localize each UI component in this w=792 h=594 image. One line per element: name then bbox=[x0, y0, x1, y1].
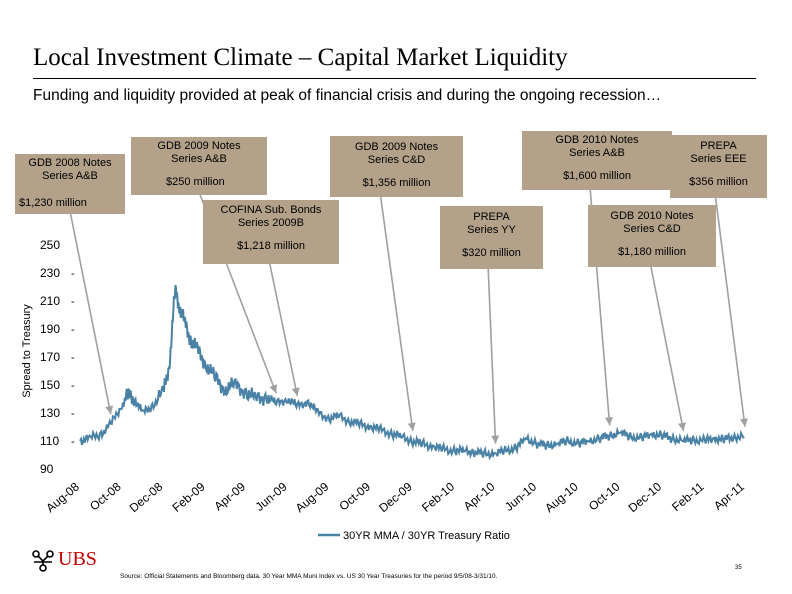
legend-label: 30YR MMA / 30YR Treasury Ratio bbox=[343, 530, 510, 542]
callout-arrow bbox=[379, 191, 414, 432]
callout-arrow bbox=[649, 261, 685, 432]
callout-arrowhead bbox=[269, 384, 278, 394]
callout-amount: $356 million bbox=[689, 176, 748, 188]
x-tick-label: Oct-10 bbox=[586, 479, 623, 513]
x-tick-label: Feb-11 bbox=[669, 479, 707, 514]
callout-arrows bbox=[69, 186, 748, 444]
y-tick-label: 190 bbox=[40, 322, 60, 336]
callout-prepa-eee: PREPA Series EEE $356 million bbox=[670, 135, 767, 198]
callout-arrowhead bbox=[291, 387, 300, 396]
y-tick-label: 250 bbox=[40, 238, 60, 252]
callout-name: PREPA Series EEE bbox=[690, 140, 747, 165]
title-divider bbox=[33, 78, 756, 79]
y-tick-label: 110 bbox=[40, 434, 59, 448]
x-tick-label: Apr-09 bbox=[211, 479, 248, 513]
ubs-keys-logo-icon bbox=[32, 550, 54, 572]
callout-name: COFINA Sub. Bonds Series 2009B bbox=[220, 204, 322, 229]
chart-legend: 30YR MMA / 30YR Treasury Ratio bbox=[318, 530, 510, 542]
x-tick-label: Aug-09 bbox=[293, 479, 332, 515]
callout-gdb-2009-notes-cd: GDB 2009 Notes Series C&D $1,356 million bbox=[330, 136, 463, 197]
callout-cofina: COFINA Sub. Bonds Series 2009B $1,218 mi… bbox=[203, 200, 339, 264]
callout-arrowhead bbox=[407, 422, 416, 431]
callout-arrowhead bbox=[740, 418, 748, 427]
callout-arrow bbox=[69, 210, 112, 415]
y-tick-mark: - bbox=[71, 296, 75, 308]
callout-amount: $1,218 million bbox=[237, 240, 305, 252]
y-tick-mark: - bbox=[71, 436, 75, 448]
x-tick-label: Jun-10 bbox=[502, 479, 539, 514]
callout-amount: $1,356 million bbox=[362, 177, 431, 189]
page-subtitle: Funding and liquidity provided at peak o… bbox=[33, 87, 662, 104]
source-note: Source: Official Statements and Bloomber… bbox=[120, 573, 498, 580]
x-tick-label: Jun-09 bbox=[253, 479, 290, 514]
callout-gdb-2010-notes-cd: GDB 2010 Notes Series C&D $1,180 million bbox=[588, 205, 716, 267]
y-tick-mark: - bbox=[71, 408, 75, 420]
callout-arrow bbox=[487, 263, 497, 444]
x-tick-label: Dec-10 bbox=[626, 479, 665, 515]
callout-amount: $250 million bbox=[166, 176, 225, 188]
y-tick-mark: - bbox=[71, 352, 75, 364]
page-number: 35 bbox=[735, 565, 742, 571]
callout-arrowhead bbox=[678, 422, 686, 431]
x-tick-label: Oct-09 bbox=[336, 479, 373, 513]
chart-line-layer bbox=[79, 284, 745, 461]
callout-amount: $1,180 million bbox=[618, 246, 686, 258]
x-tick-label: Apr-10 bbox=[461, 479, 498, 513]
callout-amount: $1,230 million bbox=[19, 197, 87, 209]
series-line-mma-treasury-ratio bbox=[79, 284, 745, 461]
callout-arrowhead bbox=[491, 435, 500, 444]
callout-arrow bbox=[714, 192, 746, 427]
y-axis-title: Spread to Treasury bbox=[20, 304, 33, 398]
callout-prepa-yy: PREPA Series YY $320 million bbox=[440, 206, 543, 269]
x-tick-label: Oct-08 bbox=[87, 479, 124, 513]
x-tick-label: Apr-11 bbox=[711, 479, 747, 513]
y-tick-label: 150 bbox=[40, 378, 60, 392]
x-tick-label: Feb-10 bbox=[419, 479, 457, 514]
callout-name: GDB 2009 Notes Series C&D bbox=[354, 141, 439, 166]
y-tick-label: 210 bbox=[40, 294, 60, 308]
ubs-logo-text: UBS bbox=[58, 548, 97, 570]
y-tick-mark: - bbox=[71, 268, 75, 280]
callout-amount: $1,600 million bbox=[563, 170, 631, 182]
y-tick-label: 130 bbox=[40, 406, 60, 420]
callout-name: GDB 2008 Notes Series A&B bbox=[28, 157, 112, 182]
callout-name: GDB 2010 Notes Series C&D bbox=[610, 210, 694, 235]
x-tick-label: Feb-09 bbox=[170, 479, 208, 514]
callout-gdb-2008-notes: GDB 2008 Notes Series A&B $1,230 million bbox=[15, 154, 125, 214]
callout-name: GDB 2010 Notes Series A&B bbox=[555, 134, 639, 159]
y-tick-mark: - bbox=[71, 324, 75, 336]
callout-arrowhead bbox=[605, 417, 614, 426]
y-tick-mark: - bbox=[71, 380, 75, 392]
callout-amount: $320 million bbox=[462, 247, 521, 259]
y-tick-label: 90 bbox=[40, 462, 54, 476]
x-tick-label: Dec-09 bbox=[376, 479, 415, 515]
callout-gdb-2009-notes-ab: GDB 2009 Notes Series A&B $250 million bbox=[131, 137, 267, 195]
callout-arrowhead bbox=[105, 405, 114, 415]
callout-name: PREPA Series YY bbox=[467, 211, 516, 236]
x-tick-label: Dec-08 bbox=[127, 479, 166, 515]
y-tick-label: 230 bbox=[40, 266, 60, 280]
x-tick-label: Aug-08 bbox=[43, 479, 82, 515]
x-tick-label: Aug-10 bbox=[542, 479, 581, 515]
callout-name: GDB 2009 Notes Series A&B bbox=[157, 140, 241, 165]
page-title: Local Investment Climate – Capital Marke… bbox=[33, 44, 568, 71]
callout-arrow bbox=[268, 259, 299, 397]
y-tick-label: 170 bbox=[40, 350, 60, 364]
callout-gdb-2010-notes-ab: GDB 2010 Notes Series A&B $1,600 million bbox=[522, 131, 672, 190]
